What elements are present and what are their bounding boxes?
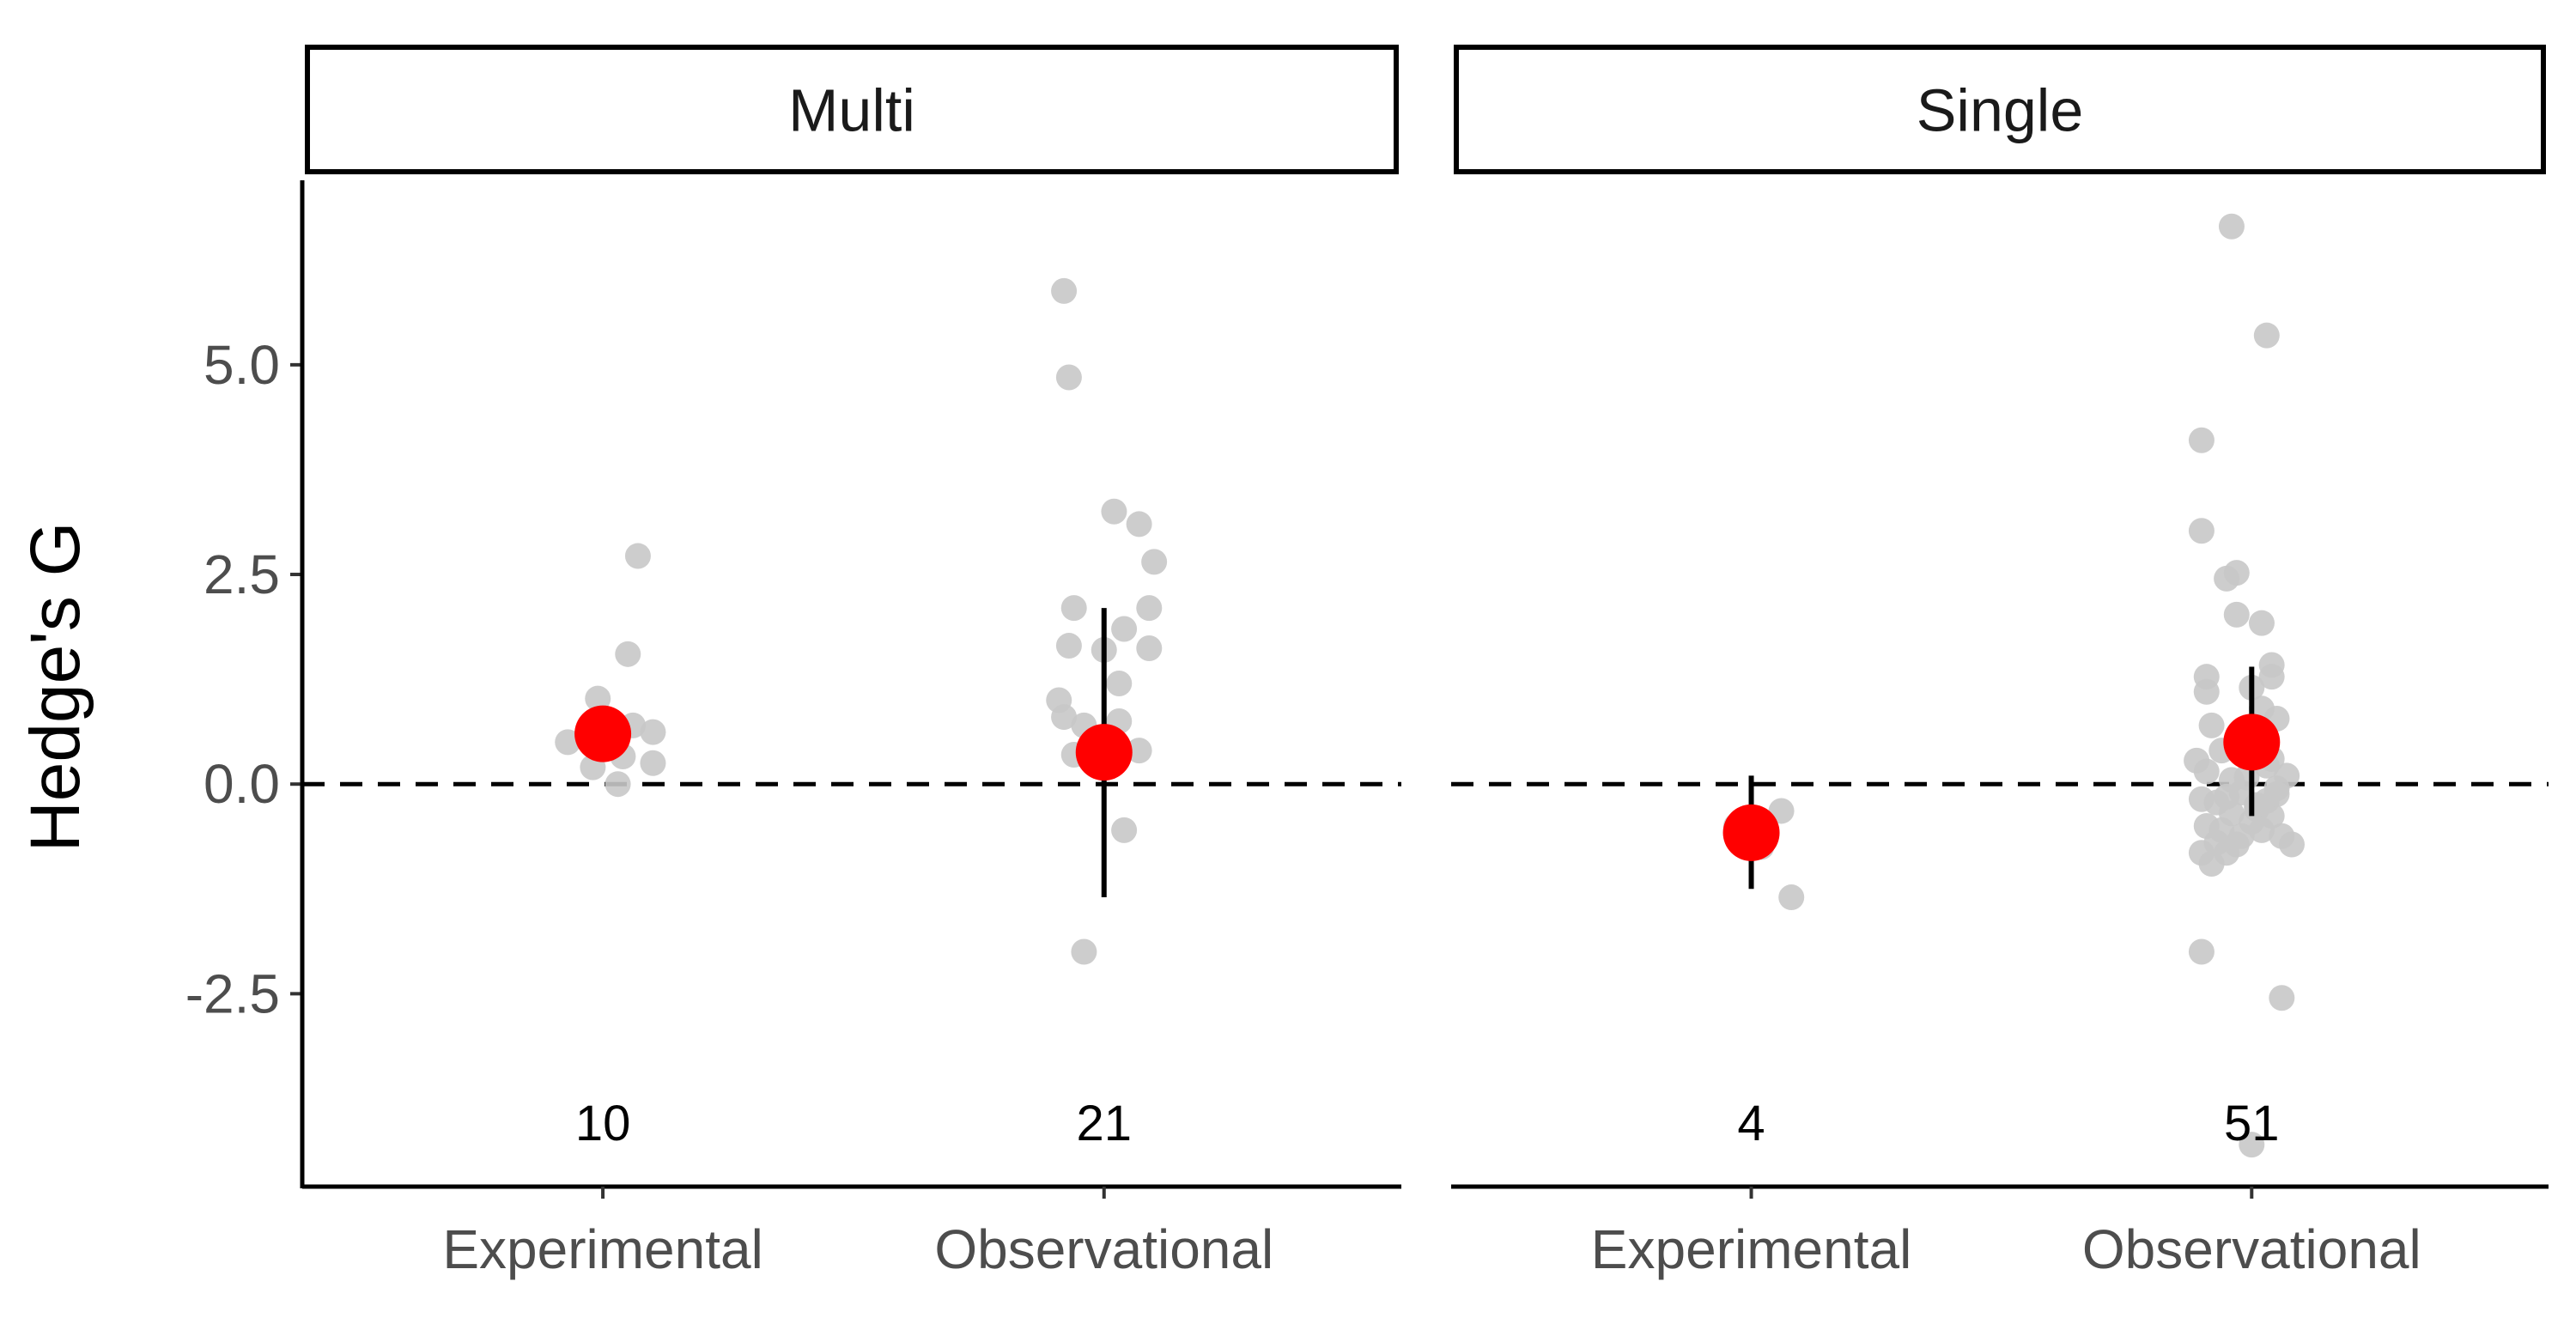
- data-point: [2188, 938, 2215, 965]
- facet-strip-label: Multi: [788, 77, 915, 144]
- y-tick-label: 0.0: [204, 753, 280, 815]
- data-point: [2269, 985, 2295, 1011]
- sample-size-label: 21: [1077, 1096, 1133, 1151]
- data-point: [1126, 738, 1152, 764]
- data-point: [2248, 610, 2275, 636]
- facet-panels: Multi Experimental 10 Observational 21 Single…: [300, 45, 2549, 1280]
- y-axis-title: Hedge's G: [16, 522, 94, 853]
- data-point: [1141, 549, 1168, 575]
- panel-single: Single Experimental 4 Observational 51: [1451, 45, 2549, 1280]
- data-point: [2253, 322, 2280, 349]
- sample-size-label: 4: [1737, 1096, 1765, 1151]
- data-point: [1071, 938, 1097, 965]
- data-point: [2193, 678, 2220, 705]
- group-experimental: Experimental 10: [442, 543, 763, 1280]
- data-point: [2274, 762, 2300, 789]
- data-point: [1111, 817, 1138, 843]
- data-point: [605, 771, 631, 798]
- data-point: [2214, 565, 2240, 592]
- data-point: [2193, 758, 2220, 785]
- data-point: [2248, 817, 2275, 843]
- facet-strip: [1454, 45, 2546, 174]
- sample-size-label: 10: [575, 1096, 631, 1151]
- group-observational: Observational 21: [934, 277, 1273, 1280]
- data-point: [2198, 712, 2225, 738]
- data-point: [1101, 498, 1127, 525]
- mean-point: [1722, 804, 1780, 861]
- y-axis-label: Hedge's G: [16, 522, 94, 853]
- data-point: [2214, 783, 2240, 810]
- data-point: [640, 719, 666, 745]
- data-point: [2258, 664, 2285, 690]
- sample-size-label: 51: [2224, 1096, 2280, 1151]
- data-point: [1055, 364, 1082, 391]
- data-point: [2198, 850, 2225, 877]
- data-point: [1778, 884, 1805, 911]
- data-point: [1111, 616, 1138, 642]
- panel-multi: Multi Experimental 10 Observational 21: [300, 45, 1401, 1280]
- data-point: [624, 543, 651, 569]
- x-tick-label: Experimental: [442, 1218, 763, 1280]
- data-point: [1126, 511, 1152, 537]
- data-point: [2239, 1132, 2265, 1158]
- mean-point: [574, 705, 632, 762]
- data-point: [1051, 277, 1078, 304]
- data-point: [2244, 792, 2270, 818]
- data-point: [1136, 595, 1163, 622]
- y-tick-label: 2.5: [204, 544, 280, 605]
- data-point: [615, 641, 641, 667]
- data-point: [640, 750, 666, 776]
- data-point: [1060, 595, 1087, 622]
- data-point: [1055, 633, 1082, 659]
- data-point: [1136, 635, 1163, 661]
- data-point: [585, 685, 611, 712]
- data-point: [1106, 671, 1133, 696]
- y-tick-label: 5.0: [204, 334, 280, 396]
- x-tick-label: Experimental: [1591, 1218, 1912, 1280]
- x-tick-label: Observational: [934, 1218, 1273, 1280]
- data-point: [2218, 213, 2245, 240]
- x-tick-label: Observational: [2082, 1218, 2421, 1280]
- data-point: [1051, 704, 1078, 731]
- y-axis-ticks: -2.5 0.0 2.5 5.0: [185, 334, 302, 1024]
- mean-point: [1075, 724, 1133, 781]
- data-point: [2188, 518, 2215, 544]
- data-point: [555, 729, 581, 756]
- facet-strip-label: Single: [1917, 77, 2084, 144]
- data-point: [2223, 601, 2250, 628]
- mean-point: [2223, 714, 2281, 771]
- group-experimental: Experimental 4: [1591, 775, 1912, 1280]
- y-tick-label: -2.5: [185, 963, 280, 1024]
- data-point: [2278, 831, 2305, 858]
- facet-strip: [305, 45, 1399, 174]
- data-point: [2188, 427, 2215, 453]
- group-observational: Observational 51: [2082, 213, 2421, 1280]
